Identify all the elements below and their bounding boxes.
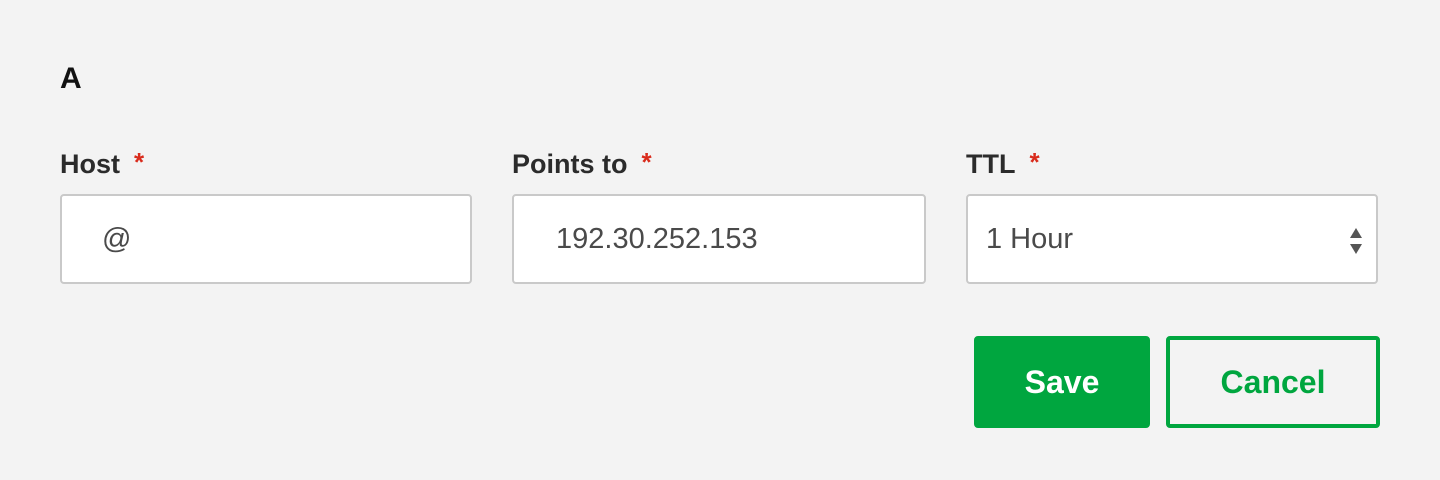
save-button[interactable]: Save (974, 336, 1150, 428)
points-to-label-row: Points to * (512, 146, 926, 180)
points-to-required-mark: * (641, 146, 652, 177)
host-label-row: Host * (60, 146, 472, 180)
ttl-field-group: TTL * 1 Hour (966, 146, 1378, 284)
ttl-select[interactable]: 1 Hour (966, 194, 1378, 284)
points-to-field-group: Points to * 192.30.252.153 (512, 146, 926, 284)
ttl-label: TTL (966, 148, 1016, 179)
host-label: Host (60, 148, 120, 179)
ttl-label-row: TTL * (966, 146, 1378, 180)
host-field-group: Host * @ (60, 146, 472, 284)
points-to-input[interactable]: 192.30.252.153 (512, 194, 926, 284)
ttl-required-mark: * (1029, 146, 1040, 177)
host-required-mark: * (134, 146, 145, 177)
record-type-title: A (60, 62, 82, 95)
points-to-label: Points to (512, 148, 628, 179)
cancel-button[interactable]: Cancel (1166, 336, 1380, 428)
host-input-value: @ (102, 222, 132, 255)
host-input[interactable]: @ (60, 194, 472, 284)
ttl-selected-value: 1 Hour (986, 222, 1074, 255)
select-updown-icon (1350, 228, 1362, 254)
points-to-input-value: 192.30.252.153 (556, 222, 758, 255)
